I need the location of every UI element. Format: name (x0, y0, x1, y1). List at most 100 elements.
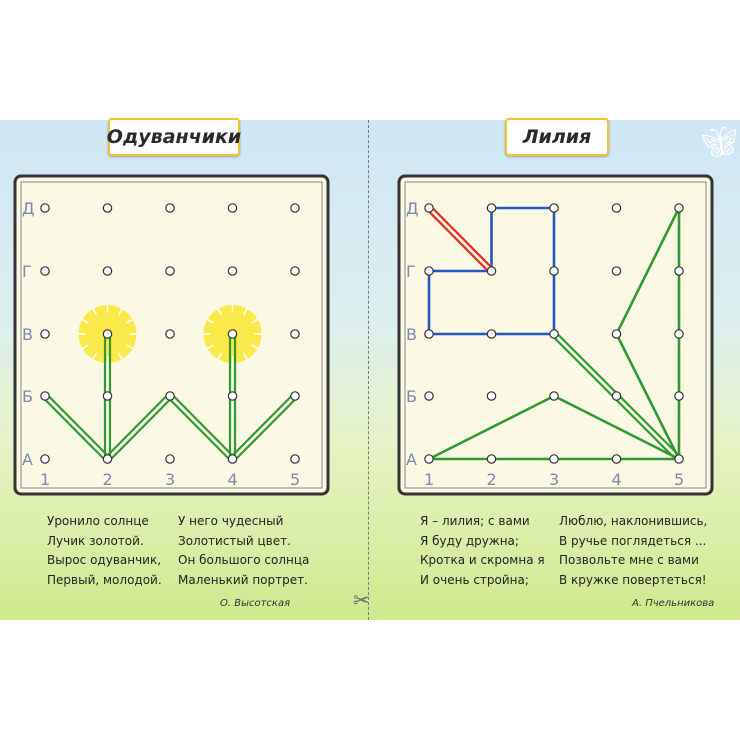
petal-line (251, 344, 258, 350)
rubber-band-green (615, 333, 681, 460)
peg (549, 203, 559, 213)
poem-line: Вырос одуванчик, (47, 553, 162, 567)
peg (486, 266, 497, 276)
row-label: А (406, 450, 417, 469)
petal-line (126, 344, 133, 350)
poem-line: Я буду дружна; (420, 533, 519, 548)
peg (165, 454, 175, 464)
rubber-band-green (42, 396, 107, 462)
poem-line: Люблю, наклонившись, (559, 514, 708, 528)
row-label: Г (22, 262, 32, 281)
rubber-band-green (108, 396, 173, 462)
col-label: 4 (228, 470, 238, 489)
peg (290, 454, 300, 464)
petal-line (217, 308, 223, 316)
butterfly-icon: 🦋︎ (700, 125, 739, 160)
row-label: Г (406, 262, 416, 281)
right-geoboard: Д Г В Б А1 2 3 4 5 (397, 174, 714, 496)
col-label: 5 (290, 470, 300, 489)
petal-line (217, 352, 223, 360)
peg (424, 329, 434, 339)
peg (549, 454, 559, 464)
rubber-band-green (615, 207, 681, 335)
poem-line: Позвольте мне с вами (559, 553, 699, 567)
rubber-band-green (428, 394, 555, 461)
row-label: А (22, 450, 33, 469)
peg (40, 329, 50, 339)
peg (424, 203, 434, 213)
peg (102, 329, 113, 339)
peg (290, 203, 300, 213)
petal-line (117, 352, 123, 360)
poem-line: Маленький портрет. (178, 572, 308, 587)
peg (674, 203, 684, 213)
petal-line (242, 352, 248, 360)
col-label: 2 (487, 470, 497, 489)
left-poem-col1: Уронило солнце Лучик золотой. Вырос одув… (47, 512, 162, 590)
row-label: В (406, 325, 417, 344)
peg (549, 329, 559, 339)
peg (165, 203, 175, 213)
peg (424, 266, 434, 276)
petal-line (92, 308, 98, 316)
peg (227, 266, 238, 276)
poem-line: Уронило солнце (47, 514, 149, 528)
rubber-band-green (170, 393, 236, 459)
row-label: Б (406, 387, 417, 406)
peg (486, 454, 497, 464)
poem-line: В кружке повертеться! (559, 572, 707, 587)
petal-line (207, 318, 214, 324)
row-label: В (22, 325, 33, 344)
col-label: 1 (424, 470, 434, 489)
peg (165, 266, 175, 276)
poem-line: Первый, молодой. (47, 572, 162, 587)
peg (611, 454, 622, 464)
poem-line: В ручье поглядеться ... (559, 533, 707, 548)
col-label: 3 (165, 470, 175, 489)
poem-line: Он большого солнца (178, 553, 310, 567)
rubber-band-red (429, 205, 495, 271)
peg (611, 203, 622, 213)
petal-line (207, 344, 214, 350)
col-label: 2 (103, 470, 113, 489)
row-label: Б (22, 387, 33, 406)
peg (227, 203, 238, 213)
peg (486, 329, 497, 339)
peg (674, 266, 684, 276)
board-inner-frame (20, 181, 323, 489)
peg (165, 329, 175, 339)
petal-line (92, 352, 98, 360)
col-label: 5 (674, 470, 684, 489)
poem-line: У него чудесный (178, 514, 284, 528)
petal-line (126, 318, 133, 324)
petal-line (242, 308, 248, 316)
petal-line (251, 318, 258, 324)
peg (486, 391, 497, 401)
peg (290, 266, 300, 276)
poem-line: И очень стройна; (420, 572, 529, 587)
col-label: 1 (40, 470, 50, 489)
peg (227, 329, 238, 339)
right-poem-col1: Я – лилия; с вами Я буду дружна; Кротка … (420, 512, 545, 590)
poem-line: Золотистый цвет. (178, 533, 291, 548)
right-author: А. Пчельникова (632, 598, 715, 609)
row-label: Д (22, 199, 35, 218)
peg (102, 203, 113, 213)
left-poem-col2: У него чудесный Золотистый цвет. Он боль… (178, 512, 309, 590)
peg (674, 329, 684, 339)
peg (611, 266, 622, 276)
peg (102, 391, 113, 401)
peg (674, 454, 684, 464)
poem-line: Кротка и скромна я (420, 553, 545, 567)
row-label: Д (406, 199, 419, 218)
peg (102, 266, 113, 276)
peg (102, 454, 113, 464)
rubber-band-red (426, 208, 491, 274)
peg (486, 203, 497, 213)
petal-line (82, 344, 89, 350)
peg (611, 329, 622, 339)
col-label: 3 (549, 470, 559, 489)
peg (424, 391, 434, 401)
peg (40, 454, 50, 464)
